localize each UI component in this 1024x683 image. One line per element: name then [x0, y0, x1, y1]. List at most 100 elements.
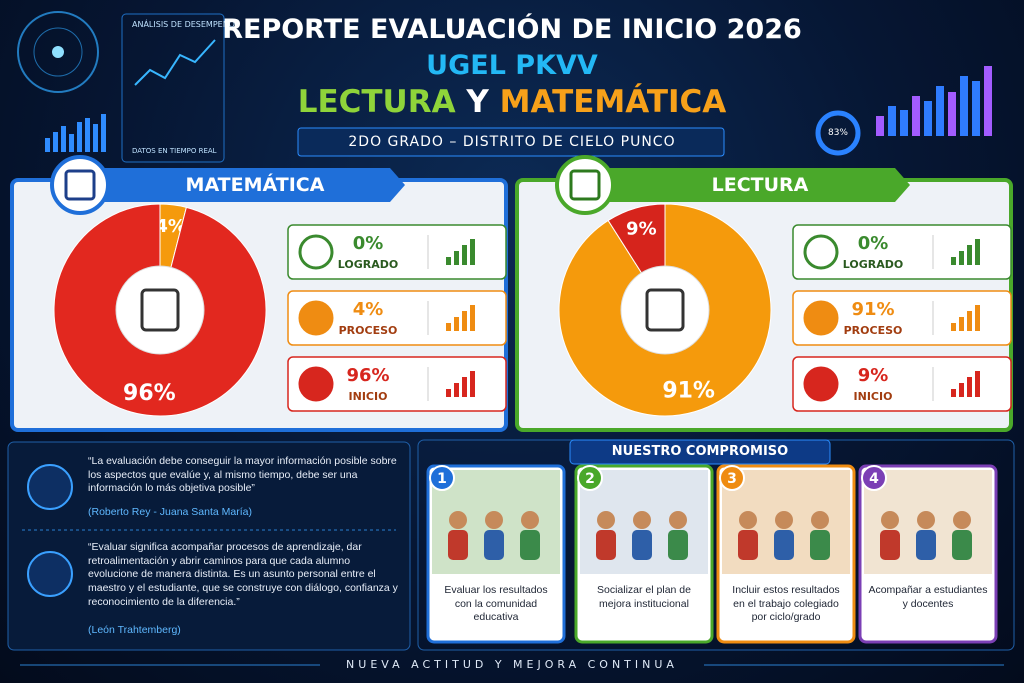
status-card [792, 290, 1012, 346]
pie-label: 96% [123, 381, 176, 406]
person-head [521, 511, 539, 529]
mini-panel [121, 13, 225, 163]
mini-bar [936, 86, 944, 136]
panel-title: LECTURA [712, 174, 809, 196]
subject-1: LECTURA [297, 84, 456, 120]
panel-icon [50, 155, 110, 215]
pie-hole [620, 265, 710, 355]
quote-author: (Roberto Rey - Juana Santa María) [88, 506, 252, 518]
person-body [632, 530, 652, 560]
trend-bar [446, 389, 451, 397]
status-value: 0% [353, 233, 384, 254]
trend-bar [462, 311, 467, 331]
status-label: PROCESO [844, 324, 903, 337]
person-head [449, 511, 467, 529]
trend-bar [975, 305, 980, 331]
person-head [633, 511, 651, 529]
trend-bar [454, 317, 459, 331]
status-card [287, 290, 507, 346]
trend-bar [959, 251, 964, 265]
panel-icon-shape [569, 169, 601, 201]
trend-bar [454, 383, 459, 397]
status-icon [803, 300, 839, 336]
status-value: 0% [858, 233, 889, 254]
commitment-text: Evaluar los resultados con la comunidad … [444, 584, 548, 624]
subtitle: UGEL PKVV [426, 50, 598, 81]
mini-bar [888, 106, 896, 136]
person-body [484, 530, 504, 560]
person-body [774, 530, 794, 560]
status-icon [298, 366, 334, 402]
status-card [287, 224, 507, 280]
status-value: 9% [858, 365, 889, 386]
person-body [596, 530, 616, 560]
radar [33, 27, 83, 77]
quote-text: “Evaluar significa acompañar procesos de… [88, 541, 398, 608]
trend-bar [959, 383, 964, 397]
pie-label: 4% [155, 216, 186, 237]
quotes-panel [7, 441, 411, 651]
status-value: 4% [353, 299, 384, 320]
trend-bar [446, 323, 451, 331]
status-icon [298, 234, 334, 270]
panel-tab [70, 168, 405, 202]
mini-bar [876, 116, 884, 136]
commitment-title: NUESTRO COMPROMISO [611, 444, 789, 459]
mini-bar [77, 122, 82, 152]
quote-icon [27, 551, 73, 597]
number-badge [719, 465, 745, 491]
subject-line: LECTURA Y MATEMÁTICA [0, 84, 1024, 120]
status-icon [803, 366, 839, 402]
number: 1 [437, 471, 447, 487]
mini-bar [984, 66, 992, 136]
person-body [520, 530, 540, 560]
person-head [485, 511, 503, 529]
status-label: LOGRADO [338, 258, 398, 271]
subject-3: MATEMÁTICA [499, 84, 727, 120]
trend-bar [454, 251, 459, 265]
mini-bar [61, 126, 66, 152]
person-body [738, 530, 758, 560]
subject-2: Y [466, 84, 489, 120]
center-icon [140, 288, 180, 332]
panel-title: MATEMÁTICA [186, 173, 325, 196]
pie-hole [115, 265, 205, 355]
mini-bar [93, 124, 98, 152]
panel-icon [555, 155, 615, 215]
person-head [917, 511, 935, 529]
person-body [448, 530, 468, 560]
quote-icon [27, 464, 73, 510]
trend-bar [951, 257, 956, 265]
trend-bar [951, 389, 956, 397]
number-badge [577, 465, 603, 491]
trend-bar [959, 317, 964, 331]
panel-tab [575, 168, 910, 202]
quote-author: (León Trahtemberg) [88, 624, 181, 636]
number-badge [861, 465, 887, 491]
badge-top: ANÁLISIS DE DESEMPEÑO [132, 20, 235, 29]
person-body [810, 530, 830, 560]
commitment-text: Socializar el plan de mejora institucion… [597, 584, 691, 610]
title: REPORTE EVALUACIÓN DE INICIO 2026 [222, 14, 802, 45]
trend-bar [967, 245, 972, 265]
status-label: INICIO [854, 390, 893, 403]
radar-core [52, 46, 64, 58]
person-head [775, 511, 793, 529]
mini-bar [960, 76, 968, 136]
trend-bar [967, 311, 972, 331]
person-head [881, 511, 899, 529]
status-icon [803, 234, 839, 270]
trend-bar [967, 377, 972, 397]
person-head [739, 511, 757, 529]
pie-label: 9% [626, 219, 657, 240]
radar [17, 11, 99, 93]
mini-bar [912, 96, 920, 136]
grade: 2DO GRADO – DISTRITO DE CIELO PUNCO [348, 134, 676, 150]
status-icon [298, 300, 334, 336]
trend-bar [446, 257, 451, 265]
commitment-text: Incluir estos resultados en el trabajo c… [732, 584, 840, 624]
person-body [952, 530, 972, 560]
